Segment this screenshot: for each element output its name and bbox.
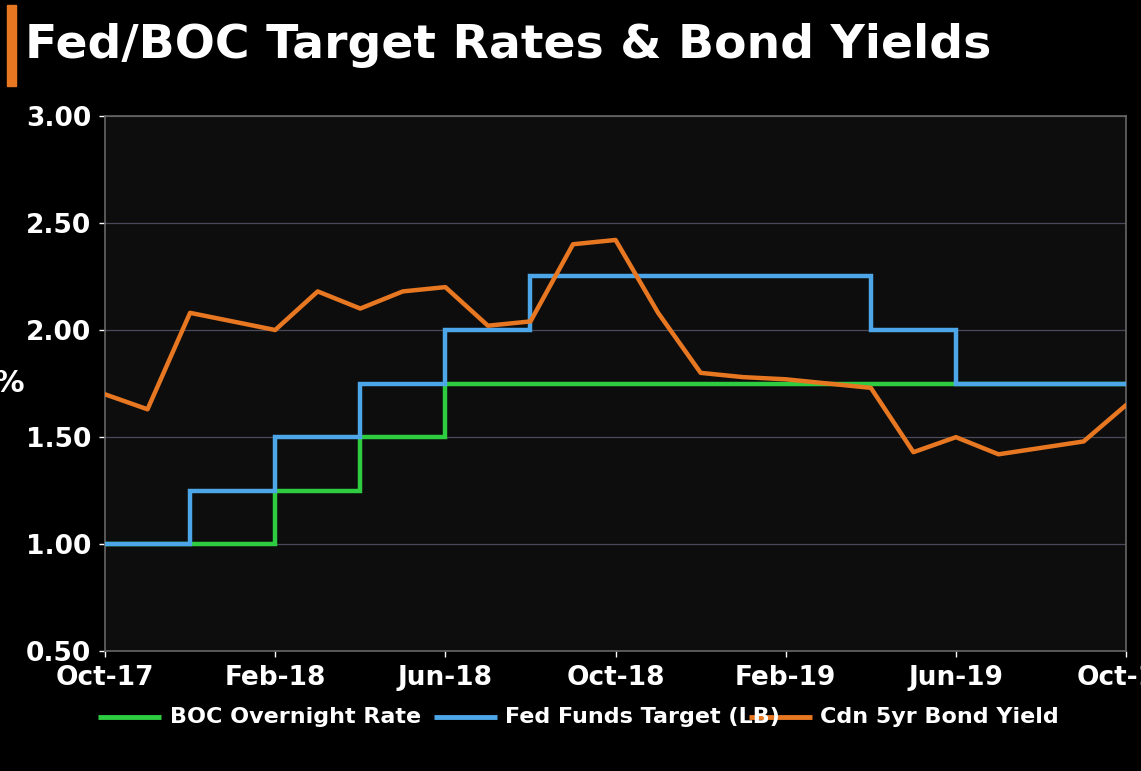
Bar: [7, 5, 16, 86]
Text: Cdn 5yr Bond Yield: Cdn 5yr Bond Yield: [820, 707, 1059, 726]
Text: BOC Overnight Rate: BOC Overnight Rate: [170, 707, 421, 726]
Y-axis label: %: %: [0, 369, 24, 398]
Text: Fed Funds Target (LB): Fed Funds Target (LB): [505, 707, 780, 726]
Text: Fed/BOC Target Rates & Bond Yields: Fed/BOC Target Rates & Bond Yields: [25, 23, 992, 68]
